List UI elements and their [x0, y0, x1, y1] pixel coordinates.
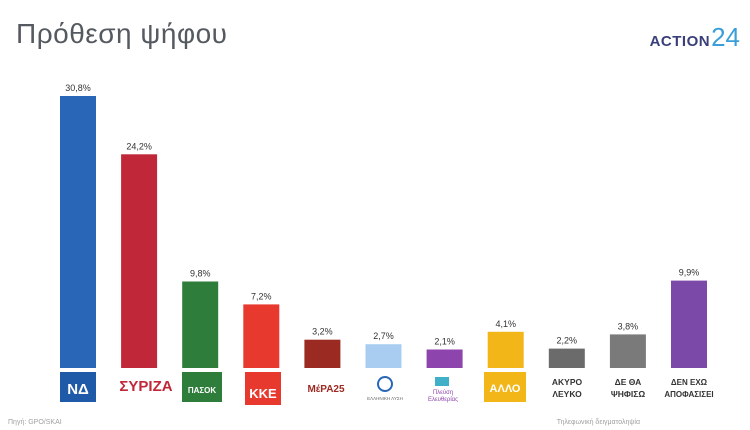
bar-value-label-3: 7,2%: [251, 291, 272, 301]
source-footnote: Πηγή: GPO/SKAI: [8, 419, 62, 426]
brand-word: ACTION: [649, 33, 711, 50]
bar-6: [426, 349, 463, 368]
bar-4: [304, 339, 341, 368]
bar-3: [243, 304, 280, 368]
bar-9: [609, 334, 646, 368]
bar-8: [548, 348, 585, 368]
brand-number: 24: [711, 22, 740, 52]
bar-value-label-10: 9,9%: [679, 268, 700, 278]
chart-title: Πρόθεση ψήφου: [16, 18, 228, 49]
bar-value-label-2: 9,8%: [190, 269, 211, 279]
bar-value-label-8: 2,2%: [557, 336, 578, 346]
bar-1: [121, 154, 158, 368]
bar-10: [671, 280, 707, 368]
bar-value-label-7: 4,1%: [495, 319, 516, 329]
bar-2: [182, 281, 219, 368]
bar-value-label-0: 30,8%: [65, 83, 91, 93]
bar-value-label-9: 3,8%: [618, 321, 639, 331]
bar-value-label-5: 2,7%: [373, 331, 394, 341]
bar-0: [60, 96, 96, 368]
method-footnote: Τηλεφωνική δειγματοληψία: [556, 419, 640, 426]
brand-logo: ACTION 24: [650, 22, 740, 53]
bar-5: [365, 344, 402, 368]
bar-value-label-6: 2,1%: [434, 337, 455, 347]
bar-value-label-1: 24,2%: [126, 141, 152, 151]
bar-value-label-4: 3,2%: [312, 327, 333, 337]
bar-7: [487, 331, 524, 368]
